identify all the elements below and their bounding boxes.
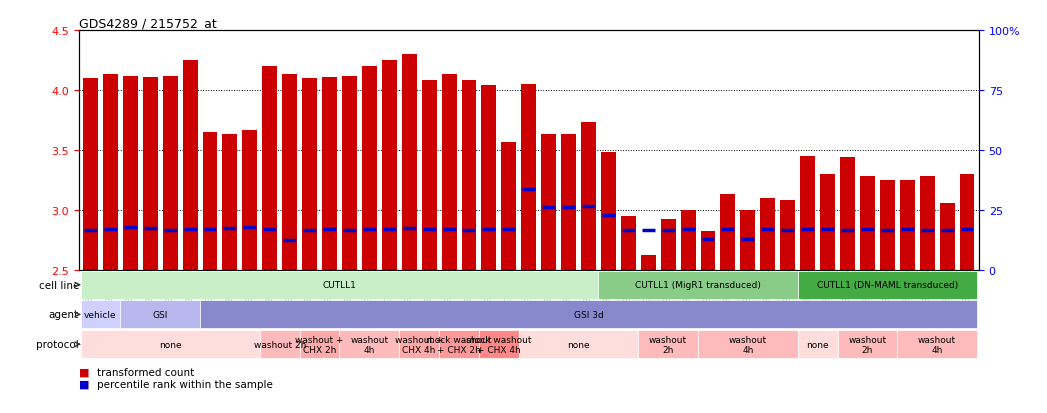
Text: transformed count: transformed count: [97, 367, 195, 377]
Bar: [260, 330, 299, 358]
Text: mock washout
+ CHX 4h: mock washout + CHX 4h: [466, 335, 532, 354]
Text: washout
2h: washout 2h: [649, 335, 687, 354]
Bar: [81, 271, 599, 299]
Bar: [122, 76, 138, 270]
Text: washout +
CHX 2h: washout + CHX 2h: [295, 335, 343, 354]
Text: cell line: cell line: [39, 280, 79, 290]
Bar: [840, 158, 855, 270]
Bar: [103, 75, 118, 270]
Bar: [599, 271, 798, 299]
Bar: [661, 220, 675, 270]
Text: GSI: GSI: [153, 310, 168, 319]
Text: washout
2h: washout 2h: [848, 335, 887, 354]
Text: none: none: [806, 340, 829, 349]
Bar: [919, 177, 935, 270]
Bar: [641, 256, 655, 270]
Bar: [621, 216, 636, 270]
Bar: [780, 201, 795, 270]
Bar: [482, 86, 496, 270]
Bar: [439, 330, 478, 358]
Bar: [879, 180, 895, 270]
Bar: [518, 330, 639, 358]
Bar: [939, 203, 955, 270]
Text: washout
4h: washout 4h: [351, 335, 388, 354]
Bar: [299, 330, 339, 358]
Bar: [422, 81, 437, 270]
Bar: [202, 133, 218, 270]
Text: washout
4h: washout 4h: [918, 335, 956, 354]
Bar: [521, 85, 536, 270]
Text: CUTLL1: CUTLL1: [322, 280, 356, 290]
Bar: [83, 79, 98, 270]
Bar: [899, 180, 915, 270]
Bar: [81, 301, 120, 329]
Bar: [502, 142, 516, 270]
Bar: [798, 330, 838, 358]
Bar: [698, 330, 798, 358]
Bar: [478, 330, 518, 358]
Text: none: none: [567, 340, 589, 349]
Bar: [162, 76, 178, 270]
Text: washout +
CHX 4h: washout + CHX 4h: [395, 335, 444, 354]
Text: percentile rank within the sample: percentile rank within the sample: [97, 379, 273, 389]
Bar: [242, 130, 258, 270]
Text: CUTLL1 (MigR1 transduced): CUTLL1 (MigR1 transduced): [636, 280, 761, 290]
Bar: [740, 210, 755, 270]
Bar: [681, 210, 695, 270]
Bar: [120, 301, 200, 329]
Bar: [462, 81, 476, 270]
Bar: [820, 174, 836, 270]
Text: washout
4h: washout 4h: [729, 335, 766, 354]
Bar: [303, 79, 317, 270]
Bar: [382, 61, 397, 270]
Bar: [142, 78, 158, 270]
Bar: [362, 67, 377, 270]
Bar: [322, 78, 337, 270]
Bar: [442, 75, 456, 270]
Text: GSI 3d: GSI 3d: [574, 310, 603, 319]
Text: agent: agent: [49, 310, 79, 320]
Bar: [399, 330, 439, 358]
Bar: [402, 55, 417, 270]
Bar: [760, 198, 775, 270]
Bar: [541, 135, 556, 270]
Bar: [700, 232, 715, 270]
Text: vehicle: vehicle: [84, 310, 117, 319]
Bar: [263, 67, 277, 270]
Bar: [798, 271, 977, 299]
Bar: [838, 330, 897, 358]
Bar: [81, 330, 260, 358]
Bar: [182, 61, 198, 270]
Bar: [339, 330, 399, 358]
Bar: [860, 177, 875, 270]
Bar: [342, 76, 357, 270]
Bar: [561, 135, 576, 270]
Text: protocol: protocol: [37, 339, 79, 349]
Text: mock washout
+ CHX 2h: mock washout + CHX 2h: [426, 335, 492, 354]
Bar: [720, 195, 735, 270]
Bar: [200, 301, 977, 329]
Text: ■: ■: [79, 367, 89, 377]
Bar: [283, 75, 297, 270]
Text: washout 2h: washout 2h: [253, 340, 306, 349]
Text: none: none: [159, 340, 181, 349]
Text: GDS4289 / 215752_at: GDS4289 / 215752_at: [79, 17, 217, 30]
Bar: [800, 157, 816, 270]
Bar: [581, 123, 596, 270]
Text: ■: ■: [79, 379, 89, 389]
Text: CUTLL1 (DN-MAML transduced): CUTLL1 (DN-MAML transduced): [817, 280, 958, 290]
Bar: [639, 330, 698, 358]
Bar: [897, 330, 977, 358]
Bar: [959, 174, 975, 270]
Bar: [222, 135, 238, 270]
Bar: [601, 153, 616, 270]
